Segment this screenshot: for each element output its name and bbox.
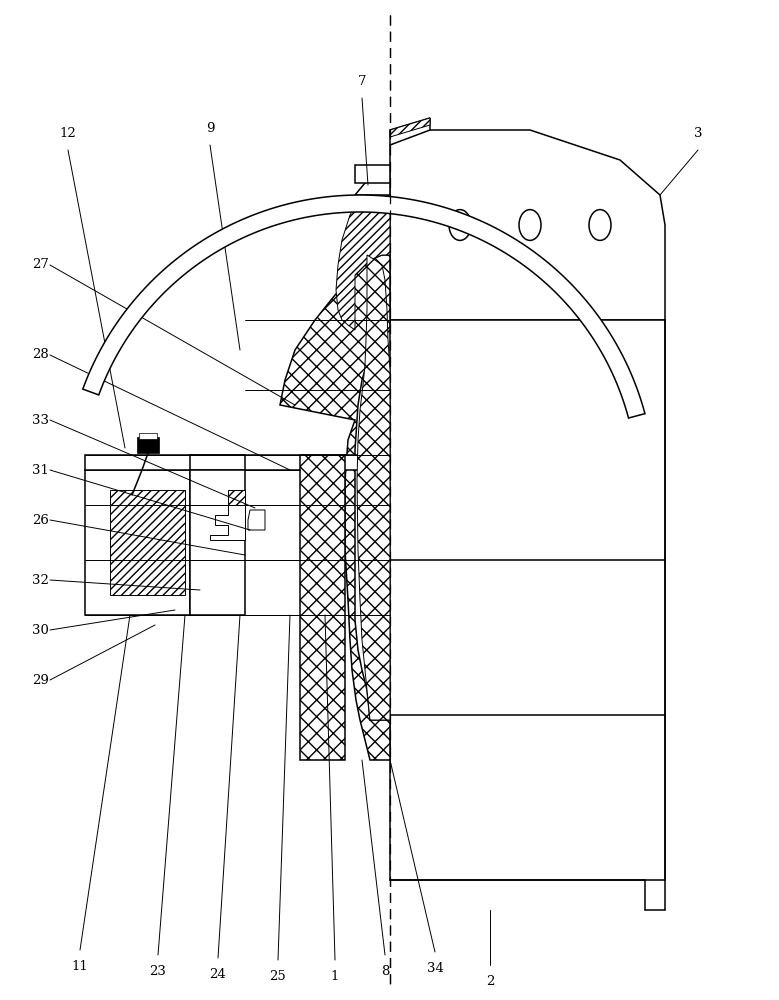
Polygon shape [355, 165, 390, 183]
Text: 7: 7 [358, 75, 366, 88]
Polygon shape [390, 118, 430, 145]
Text: 11: 11 [72, 960, 88, 973]
Text: 3: 3 [694, 127, 702, 140]
Polygon shape [137, 437, 159, 453]
Polygon shape [248, 510, 265, 530]
Text: 9: 9 [206, 122, 214, 135]
Text: 8: 8 [381, 965, 390, 978]
Polygon shape [336, 183, 390, 330]
Polygon shape [83, 195, 645, 418]
Polygon shape [357, 255, 390, 720]
Polygon shape [280, 255, 390, 760]
Text: 34: 34 [427, 962, 443, 975]
Text: 33: 33 [32, 414, 49, 426]
Polygon shape [228, 490, 245, 505]
Polygon shape [390, 118, 430, 137]
Text: 24: 24 [210, 968, 227, 981]
Text: 32: 32 [32, 574, 49, 586]
Ellipse shape [449, 210, 471, 240]
Text: 1: 1 [331, 970, 339, 983]
Polygon shape [390, 130, 665, 320]
Text: 28: 28 [32, 349, 49, 361]
Polygon shape [85, 455, 390, 470]
Text: 12: 12 [60, 127, 76, 140]
Text: 25: 25 [270, 970, 287, 983]
Text: 31: 31 [32, 464, 49, 477]
Polygon shape [85, 470, 190, 615]
Polygon shape [190, 455, 245, 470]
Polygon shape [390, 320, 665, 880]
Polygon shape [190, 470, 245, 615]
Ellipse shape [589, 210, 611, 240]
Polygon shape [355, 175, 390, 195]
Text: 27: 27 [32, 258, 49, 271]
Text: 23: 23 [150, 965, 167, 978]
Polygon shape [139, 433, 157, 439]
Polygon shape [210, 505, 245, 540]
Polygon shape [110, 490, 185, 595]
Text: 29: 29 [32, 674, 49, 686]
Text: 30: 30 [32, 624, 49, 637]
Text: 26: 26 [32, 514, 49, 526]
Polygon shape [300, 455, 345, 760]
Ellipse shape [519, 210, 541, 240]
Text: 2: 2 [486, 975, 494, 988]
